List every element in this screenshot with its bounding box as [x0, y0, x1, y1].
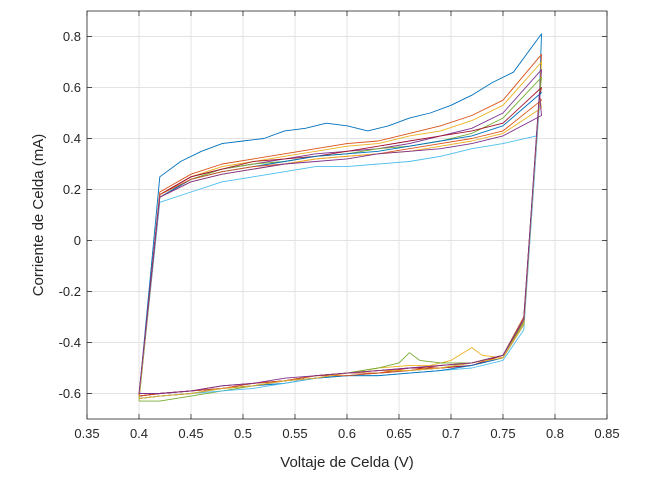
series-line-3 — [138, 61, 542, 400]
y-tick-label: 0.6 — [63, 80, 81, 95]
x-tick-label: 0.7 — [442, 426, 460, 441]
x-tick-label: 0.85 — [594, 426, 619, 441]
x-axis-label: Voltaje de Celda (V) — [280, 454, 413, 471]
series-line-9 — [138, 97, 542, 397]
series-line-4 — [138, 69, 542, 397]
x-tick-label: 0.55 — [282, 426, 307, 441]
y-tick-label: 0.8 — [63, 29, 81, 44]
y-tick-label: 0.4 — [63, 131, 81, 146]
series-line-11 — [138, 92, 542, 394]
grid-lines — [86, 11, 608, 419]
y-axis-label: Corriente de Celda (mA) — [30, 134, 47, 297]
x-tick-label: 0.6 — [338, 426, 356, 441]
y-tick-label: -0.4 — [59, 335, 81, 350]
y-tick-label: -0.2 — [59, 284, 81, 299]
x-tick-label: 0.65 — [386, 426, 411, 441]
series-line-1 — [138, 33, 542, 397]
y-tick-label: -0.6 — [59, 386, 81, 401]
y-tick-label: 0.2 — [63, 182, 81, 197]
x-tick-label: 0.75 — [490, 426, 515, 441]
x-tick-label: 0.45 — [178, 426, 203, 441]
x-tick-label: 0.5 — [234, 426, 252, 441]
series-line-5 — [138, 76, 542, 402]
series-line-2 — [138, 53, 542, 397]
series-line-6 — [138, 104, 540, 400]
series-line-10 — [138, 94, 542, 400]
x-tick-label: 0.4 — [130, 426, 148, 441]
x-tick-label: 0.35 — [74, 426, 99, 441]
axis-ticks: 0.35 0.4 0.45 0.5 0.55 0.6 0.65 0.7 0.75 0.8 0.85 -… — [59, 11, 620, 441]
series-lines — [138, 33, 542, 402]
y-tick-label: 0 — [74, 233, 81, 248]
series-line-7 — [138, 87, 542, 397]
x-tick-label: 0.8 — [546, 426, 564, 441]
